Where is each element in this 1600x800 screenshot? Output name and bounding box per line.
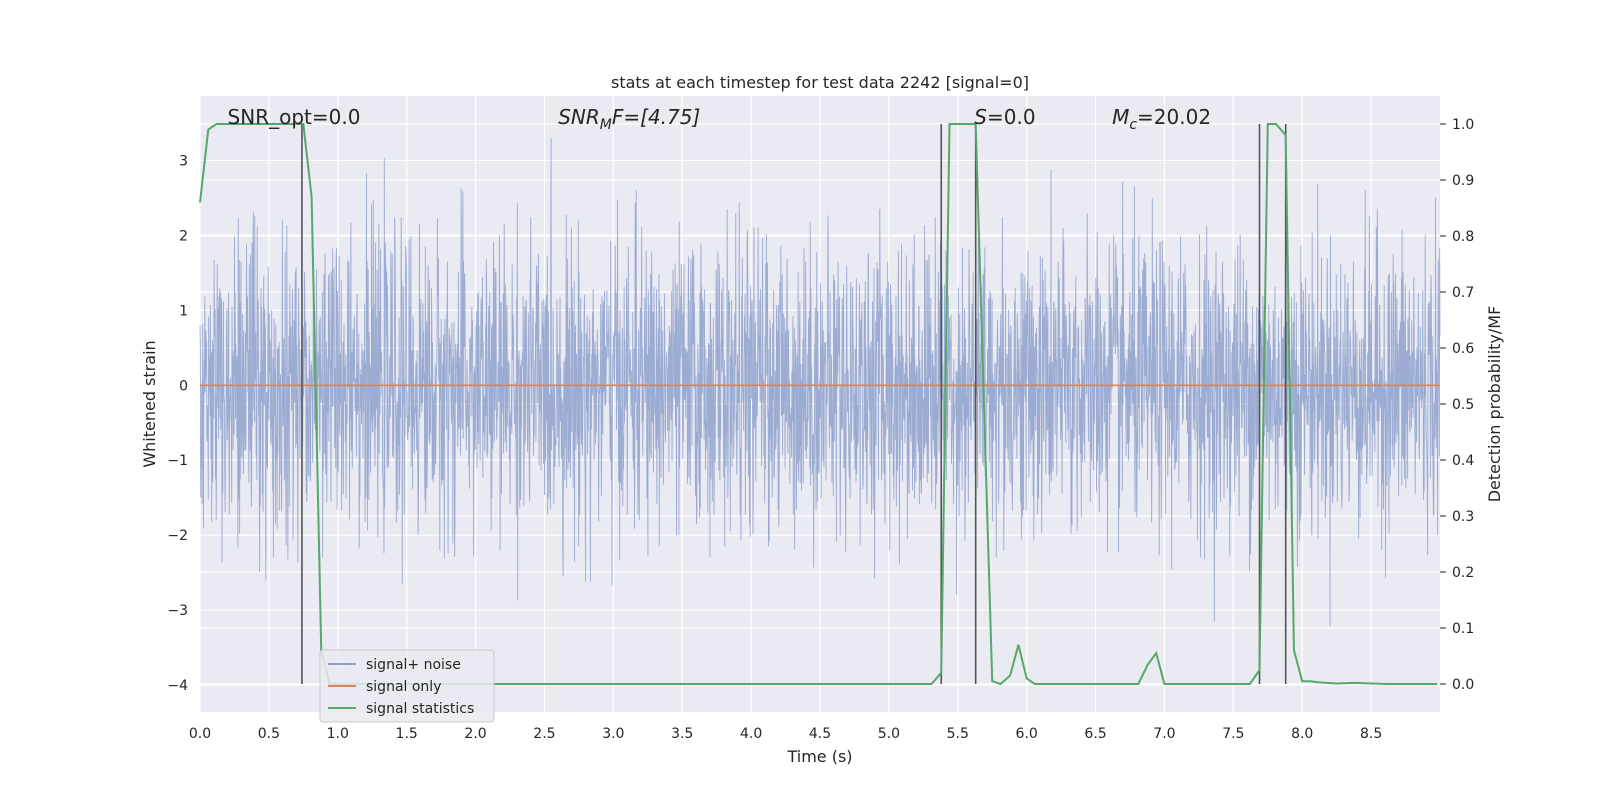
right-tick-label: 0.1 <box>1452 621 1474 637</box>
annotations: SNR_opt=0.0 SNRMF=[4.75] S=0.0 Mc=20.02 <box>228 105 1212 133</box>
right-tick-label: 0.2 <box>1452 565 1474 581</box>
x-tick-label: 7.0 <box>1153 726 1175 742</box>
series-signal-noise <box>199 137 1441 627</box>
vertical-markers <box>301 124 1287 684</box>
y-tick-label: −3 <box>167 603 188 619</box>
y-tick-label: −4 <box>167 678 188 694</box>
right-tick-label: 0.7 <box>1452 285 1474 301</box>
x-tick-label: 2.5 <box>533 726 555 742</box>
x-tick-label: 6.5 <box>1084 726 1106 742</box>
right-tick-label: 1.0 <box>1452 117 1474 133</box>
x-tick-label: 8.0 <box>1291 726 1313 742</box>
annotation: Mc=20.02 <box>1112 105 1211 133</box>
x-tick-label: 3.5 <box>671 726 693 742</box>
legend: signal+ noise signal only signal statistic… <box>319 649 495 723</box>
annotation-rest: F=[4.75] <box>612 105 700 129</box>
right-tick-label: 0.5 <box>1452 397 1474 413</box>
y-tick-label: 0 <box>179 378 188 394</box>
right-axis-ticks: 0.0 0.1 0.2 0.3 0.4 0.5 0.6 0.7 0.8 0.9 1.0 <box>1440 117 1474 693</box>
x-tick-label: 5.5 <box>947 726 969 742</box>
right-tick-label: 0.8 <box>1452 229 1474 245</box>
series-line-signal-noise <box>199 137 1441 627</box>
x-tick-label: 8.5 <box>1360 726 1382 742</box>
x-axis-ticks: 0.0 0.5 1.0 1.5 2.0 2.5 3.0 3.5 4.0 4.5 5.0 5.5 6.0 6… <box>189 726 1382 742</box>
annotation: SNR_opt=0.0 <box>228 105 361 129</box>
x-tick-label: 6.0 <box>1016 726 1038 742</box>
annotation-subscript: M <box>600 117 612 133</box>
y-axis-label: Whitened strain <box>140 340 159 467</box>
annotation-rest: =20.02 <box>1137 105 1211 129</box>
x-axis-label: Time (s) <box>786 747 852 766</box>
x-tick-label: 2.0 <box>464 726 486 742</box>
x-tick-label: 3.0 <box>602 726 624 742</box>
chart-title: stats at each timestep for test data 224… <box>611 73 1029 92</box>
y-tick-label: 2 <box>179 228 188 244</box>
x-tick-label: 1.5 <box>396 726 418 742</box>
legend-entry: signal only <box>366 679 441 695</box>
annotation-main: S <box>974 105 987 129</box>
x-tick-label: 0.5 <box>258 726 280 742</box>
annotation-rest: =0.0 <box>987 105 1036 129</box>
right-tick-label: 0.0 <box>1452 677 1474 693</box>
y-tick-label: −2 <box>167 528 188 544</box>
y-tick-label: 1 <box>179 303 188 319</box>
right-tick-label: 0.9 <box>1452 173 1474 189</box>
x-tick-label: 5.0 <box>878 726 900 742</box>
annotation-main: SNR_opt=0.0 <box>228 105 361 129</box>
annotation-main: M <box>1112 105 1129 129</box>
legend-entry: signal statistics <box>366 701 474 717</box>
legend-entry: signal+ noise <box>366 657 461 673</box>
y-tick-label: −1 <box>167 453 188 469</box>
x-tick-label: 0.0 <box>189 726 211 742</box>
x-tick-label: 1.0 <box>327 726 349 742</box>
x-tick-label: 4.0 <box>740 726 762 742</box>
y-axis-ticks: −4 −3 −2 −1 0 1 2 3 <box>167 153 188 694</box>
x-tick-label: 7.5 <box>1222 726 1244 742</box>
legend-box <box>319 649 495 723</box>
right-tick-label: 0.3 <box>1452 509 1474 525</box>
right-tick-label: 0.6 <box>1452 341 1474 357</box>
right-axis-label: Detection probability/MF <box>1485 306 1504 503</box>
annotation: S=0.0 <box>974 105 1035 129</box>
annotation-subscript: c <box>1129 117 1137 133</box>
y-tick-label: 3 <box>179 153 188 169</box>
x-tick-label: 4.5 <box>809 726 831 742</box>
annotation: SNRMF=[4.75] <box>558 105 700 133</box>
right-tick-label: 0.4 <box>1452 453 1474 469</box>
annotation-main: SNR <box>558 105 600 129</box>
